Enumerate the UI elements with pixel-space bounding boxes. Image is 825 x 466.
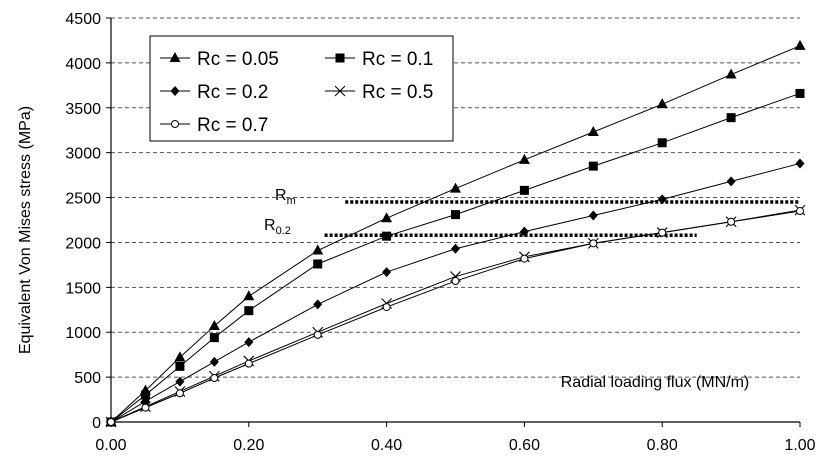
y-tick-label: 1500 xyxy=(65,280,101,297)
data-point xyxy=(587,126,599,137)
y-tick-label: 3000 xyxy=(65,146,101,163)
annotation-subscript: m xyxy=(287,195,296,207)
data-point xyxy=(656,98,668,109)
legend-label: Rc = 0.2 xyxy=(197,82,268,103)
y-tick-label: 4000 xyxy=(65,56,101,73)
series-rc-0-7 xyxy=(107,207,804,426)
y-tick-label: 4500 xyxy=(65,11,101,28)
legend-marker xyxy=(170,86,180,96)
data-point xyxy=(208,319,220,330)
data-point xyxy=(588,210,598,221)
data-point xyxy=(313,299,323,310)
data-point xyxy=(795,88,805,98)
data-point xyxy=(313,259,323,269)
data-point xyxy=(243,290,255,301)
data-point xyxy=(658,228,667,237)
data-point xyxy=(795,158,805,169)
legend-marker xyxy=(335,53,345,63)
data-point xyxy=(519,185,529,195)
data-point xyxy=(520,254,529,263)
data-point xyxy=(175,389,184,398)
data-point xyxy=(140,390,150,400)
data-point xyxy=(726,176,736,187)
data-point xyxy=(210,374,219,383)
data-point xyxy=(382,267,392,278)
data-point xyxy=(588,161,598,171)
y-tick-label: 2500 xyxy=(65,191,101,208)
x-tick-label: 0.60 xyxy=(509,437,540,454)
data-point xyxy=(657,194,667,205)
data-point xyxy=(794,39,806,50)
y-tick-label: 2000 xyxy=(65,235,101,252)
x-marker-stroke xyxy=(334,85,346,97)
y-tick-label: 0 xyxy=(92,415,101,432)
data-point xyxy=(725,68,737,79)
data-point xyxy=(313,330,322,339)
data-point xyxy=(382,231,392,241)
x-axis-label: Radial loading flux (MN/m) xyxy=(561,374,750,391)
y-tick-label: 1000 xyxy=(65,325,101,342)
data-point xyxy=(382,303,391,312)
y-tick-label: 500 xyxy=(74,370,101,387)
data-point xyxy=(141,403,150,412)
data-point xyxy=(244,359,253,368)
data-point xyxy=(518,153,530,164)
legend-marker xyxy=(171,120,179,128)
data-point xyxy=(107,418,115,426)
legend: Rc = 0.05 Rc = 0.1 Rc = 0.2 Rc = 0.5 Rc = 0.… xyxy=(149,35,454,142)
series-line xyxy=(110,92,801,423)
data-series xyxy=(105,39,806,428)
legend-item: Rc = 0.5 xyxy=(325,82,433,103)
data-point xyxy=(451,210,460,220)
data-point xyxy=(726,113,736,123)
x-tick-label: 0.20 xyxy=(233,437,264,454)
legend-label: Rc = 0.5 xyxy=(362,82,433,103)
data-point xyxy=(174,351,186,362)
legend-item: Rc = 0.2 xyxy=(160,82,268,103)
data-point xyxy=(244,337,254,348)
data-point xyxy=(244,306,254,316)
x-tick-label: 0.80 xyxy=(647,437,678,454)
data-point xyxy=(175,361,185,371)
data-point xyxy=(451,277,460,286)
x-tick-label: 0.40 xyxy=(371,437,402,454)
series-rc-0-2 xyxy=(106,158,805,427)
data-point xyxy=(381,212,393,223)
data-point xyxy=(312,244,324,255)
legend-item: Rc = 0.05 xyxy=(160,49,279,70)
legend-label: Rc = 0.7 xyxy=(197,115,268,136)
annotation-subscript: 0.2 xyxy=(276,225,291,237)
data-point xyxy=(589,239,598,248)
annotation-label: Rm xyxy=(275,187,296,207)
legend-marker xyxy=(334,85,346,97)
legend-item: Rc = 0.7 xyxy=(160,115,268,136)
tick-labels: 0 500 1000 1500 2000 2500 3000 3500 4000 4500 0.00… xyxy=(65,11,815,454)
y-axis-label: Equivalent Von Mises stress (MPa) xyxy=(17,106,34,354)
x-tick-label: 0.00 xyxy=(95,437,126,454)
data-point xyxy=(175,376,185,387)
legend-box xyxy=(149,35,454,142)
data-point xyxy=(727,217,736,226)
x-tick-label: 1.00 xyxy=(784,437,815,454)
data-point xyxy=(519,226,529,237)
axes xyxy=(106,17,801,427)
data-point xyxy=(657,138,667,148)
data-point xyxy=(796,207,804,216)
data-point xyxy=(209,356,219,367)
legend-label: Rc = 0.05 xyxy=(197,49,279,70)
data-point xyxy=(451,243,460,254)
data-point xyxy=(450,182,461,193)
legend-item: Rc = 0.1 xyxy=(325,49,433,70)
legend-label: Rc = 0.1 xyxy=(362,49,433,70)
y-tick-label: 3500 xyxy=(65,101,101,118)
data-point xyxy=(209,333,219,343)
annotation-label: R0.2 xyxy=(264,217,291,237)
legend-marker xyxy=(169,52,181,62)
series-rc-0-5 xyxy=(105,204,806,428)
